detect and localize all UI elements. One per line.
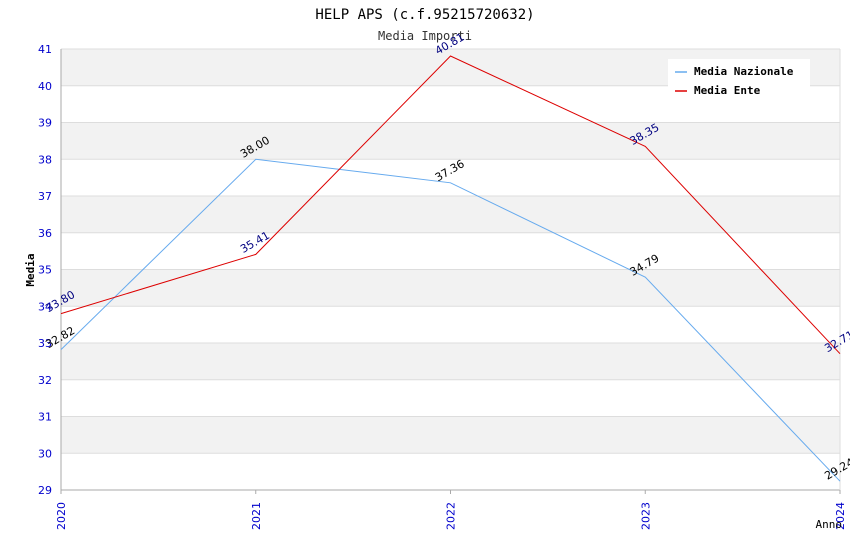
series-lines: [60, 55, 841, 482]
legend-box: [668, 59, 810, 87]
band-34: [61, 269, 840, 307]
data-label-media-nazionale-2024: 29.24: [822, 456, 850, 483]
y-tick-label-40: 40: [38, 80, 52, 93]
x-axis-label: Anno: [816, 518, 843, 531]
y-tick-labels: 29 30 31 32 33 34 35 36 37 38 39 40 41: [38, 43, 52, 497]
y-tick-label-39: 39: [38, 117, 52, 130]
x-tick-label-2023: 2023: [639, 502, 652, 530]
data-labels: 32.8238.0037.3634.7929.2433.8035.4140.81…: [43, 30, 850, 482]
band-38: [61, 122, 840, 160]
band-36: [61, 196, 840, 233]
data-label-media-ente-2020: 33.80: [43, 288, 77, 315]
y-tick-label-30: 30: [38, 447, 52, 460]
legend-label-media-nazionale: Media Nazionale: [694, 65, 794, 78]
x-tick-labels: 2020 2021 2022 2023 2024: [55, 502, 847, 530]
legend: Media Nazionale Media Ente: [668, 59, 810, 97]
series-line-media-nazionale: [60, 158, 841, 482]
y-tick-label-35: 35: [38, 264, 52, 277]
series-line-media-ente: [60, 55, 841, 355]
x-tick-label-2024: 2024: [834, 502, 847, 530]
y-tick-label-38: 38: [38, 153, 52, 166]
x-tick-label-2021: 2021: [250, 502, 263, 530]
band-30: [61, 416, 840, 454]
y-tick-label-36: 36: [38, 227, 52, 240]
data-label-media-nazionale-2022: 37.36: [433, 157, 467, 184]
x-tick-label-2022: 2022: [445, 502, 458, 530]
chart-subtitle: Media Importi: [378, 29, 472, 43]
y-axis-label: Media: [24, 253, 37, 286]
legend-label-media-ente: Media Ente: [694, 84, 761, 97]
y-tick-label-29: 29: [38, 484, 52, 497]
plot-background-bands: [61, 49, 840, 454]
y-tick-label-32: 32: [38, 374, 52, 387]
axes: [60, 49, 841, 494]
y-tick-label-31: 31: [38, 411, 52, 424]
y-tick-label-34: 34: [38, 300, 52, 313]
y-tick-label-41: 41: [38, 43, 52, 56]
chart-title: HELP APS (c.f.95215720632): [315, 7, 534, 23]
y-tick-label-37: 37: [38, 190, 52, 203]
band-32: [61, 343, 840, 380]
y-tick-label-33: 33: [38, 337, 52, 350]
x-tick-label-2020: 2020: [55, 502, 68, 530]
